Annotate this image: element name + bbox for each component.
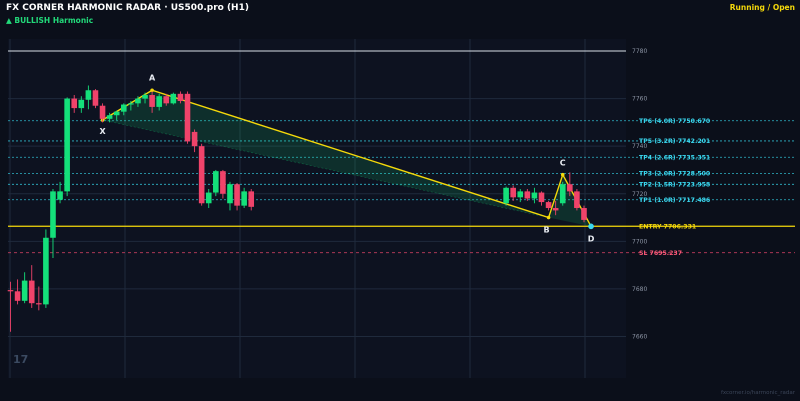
candle-bull [142,95,148,99]
pattern-point-dot [546,215,551,220]
y-tick-label: 7780 [632,48,647,55]
candle-bear [220,171,226,194]
candle-bear [567,184,573,192]
candle-bear [14,291,21,301]
candle-bull [85,90,92,100]
level-label-tp: TP6 (4.0R) 7750.670 [639,118,711,125]
candle-bull [78,99,85,109]
candle-bear [28,280,35,304]
candle-bull [106,115,113,119]
candle-bull [50,191,56,238]
header-title: FX CORNER HARMONIC RADAR · US500.pro (H1… [6,3,249,13]
pattern-triangle-xab [102,90,549,218]
y-tick-label: 7720 [632,191,647,198]
level-label-sl: SL 7695.237 [639,250,682,257]
candle-bull [64,98,70,192]
candle-bear [163,96,170,104]
y-tick-label: 7700 [632,238,647,245]
candle-bull [503,187,509,204]
candle-bull [517,191,524,198]
candle-bear [177,93,184,101]
pattern-point-dot [560,172,565,177]
candle-bear [92,90,99,106]
candle-bull [128,103,134,105]
y-axis: 7780 7760 7740 7720 7700 7680 7660 [632,48,647,341]
y-tick-label: 7680 [632,286,647,293]
level-label-entry: ENTRY 7706.331 [639,223,696,230]
pattern-point-label: C [560,159,566,168]
candle-bear [99,105,106,119]
level-label-tp: TP2 (1.5R) 7723.958 [639,182,710,189]
candle-bull [43,237,49,305]
pattern-point-dot [150,88,154,93]
candle-bull [241,191,247,206]
candle-bear [510,187,516,198]
candle-bull [57,191,63,200]
candle-bull [21,280,28,301]
candle-bear [545,202,552,209]
candle-bear [538,192,545,203]
candle-bear [36,303,42,305]
watermark-number: 17 [13,353,28,366]
level-label-tp: TP1 (1.0R) 7717.486 [639,197,710,204]
level-labels: TP6 (4.0R) 7750.670 TP5 (3.2R) 7742.201 TP… [639,118,711,257]
candle-bull [227,184,233,204]
pattern-line-xb [102,119,549,218]
candle-bull [113,111,120,116]
level-label-tp: TP5 (3.2R) 7742.201 [639,138,710,145]
level-label-tp: TP3 (2.0R) 7728.500 [639,171,711,178]
pattern-point-label: B [544,226,550,235]
y-tick-label: 7740 [632,143,647,150]
candle-bear [574,191,580,209]
candle-bull [156,96,162,107]
candle-bear [149,95,155,107]
candle-bear [581,208,587,220]
pattern-point-label: A [149,73,156,82]
level-label-tp: TP4 (2.6R) 7735.351 [639,154,710,161]
harmonic-pattern: X A B C D [99,73,594,243]
candle-bull [135,98,141,104]
candle-bear [184,93,191,142]
header-status: Running / Open [729,3,795,12]
pattern-point-dot [588,223,594,230]
candle-bull [120,104,127,112]
candle-bear [198,146,205,204]
candle-bear [248,191,255,207]
pattern-point-label: X [99,127,106,136]
footer-credit: fxcorner.io/harmonic_radar [721,390,796,396]
y-tick-label: 7660 [632,334,647,341]
candle-bull [559,184,566,204]
candle-bear [7,290,14,292]
level-lines [8,120,795,254]
candles [7,85,587,332]
pattern-point-label: D [588,234,595,243]
candle-bull [213,171,219,193]
candle-bear [71,98,78,109]
candle-bear [234,184,240,206]
candle-bear [524,191,531,199]
pattern-badge: ▲ BULLISH Harmonic [6,16,94,25]
candle-bull [531,192,538,199]
y-tick-label: 7760 [632,96,647,103]
candle-bull [170,93,177,104]
candle-bear [552,208,559,211]
candle-bull [205,192,212,204]
candle-bear [191,131,198,147]
